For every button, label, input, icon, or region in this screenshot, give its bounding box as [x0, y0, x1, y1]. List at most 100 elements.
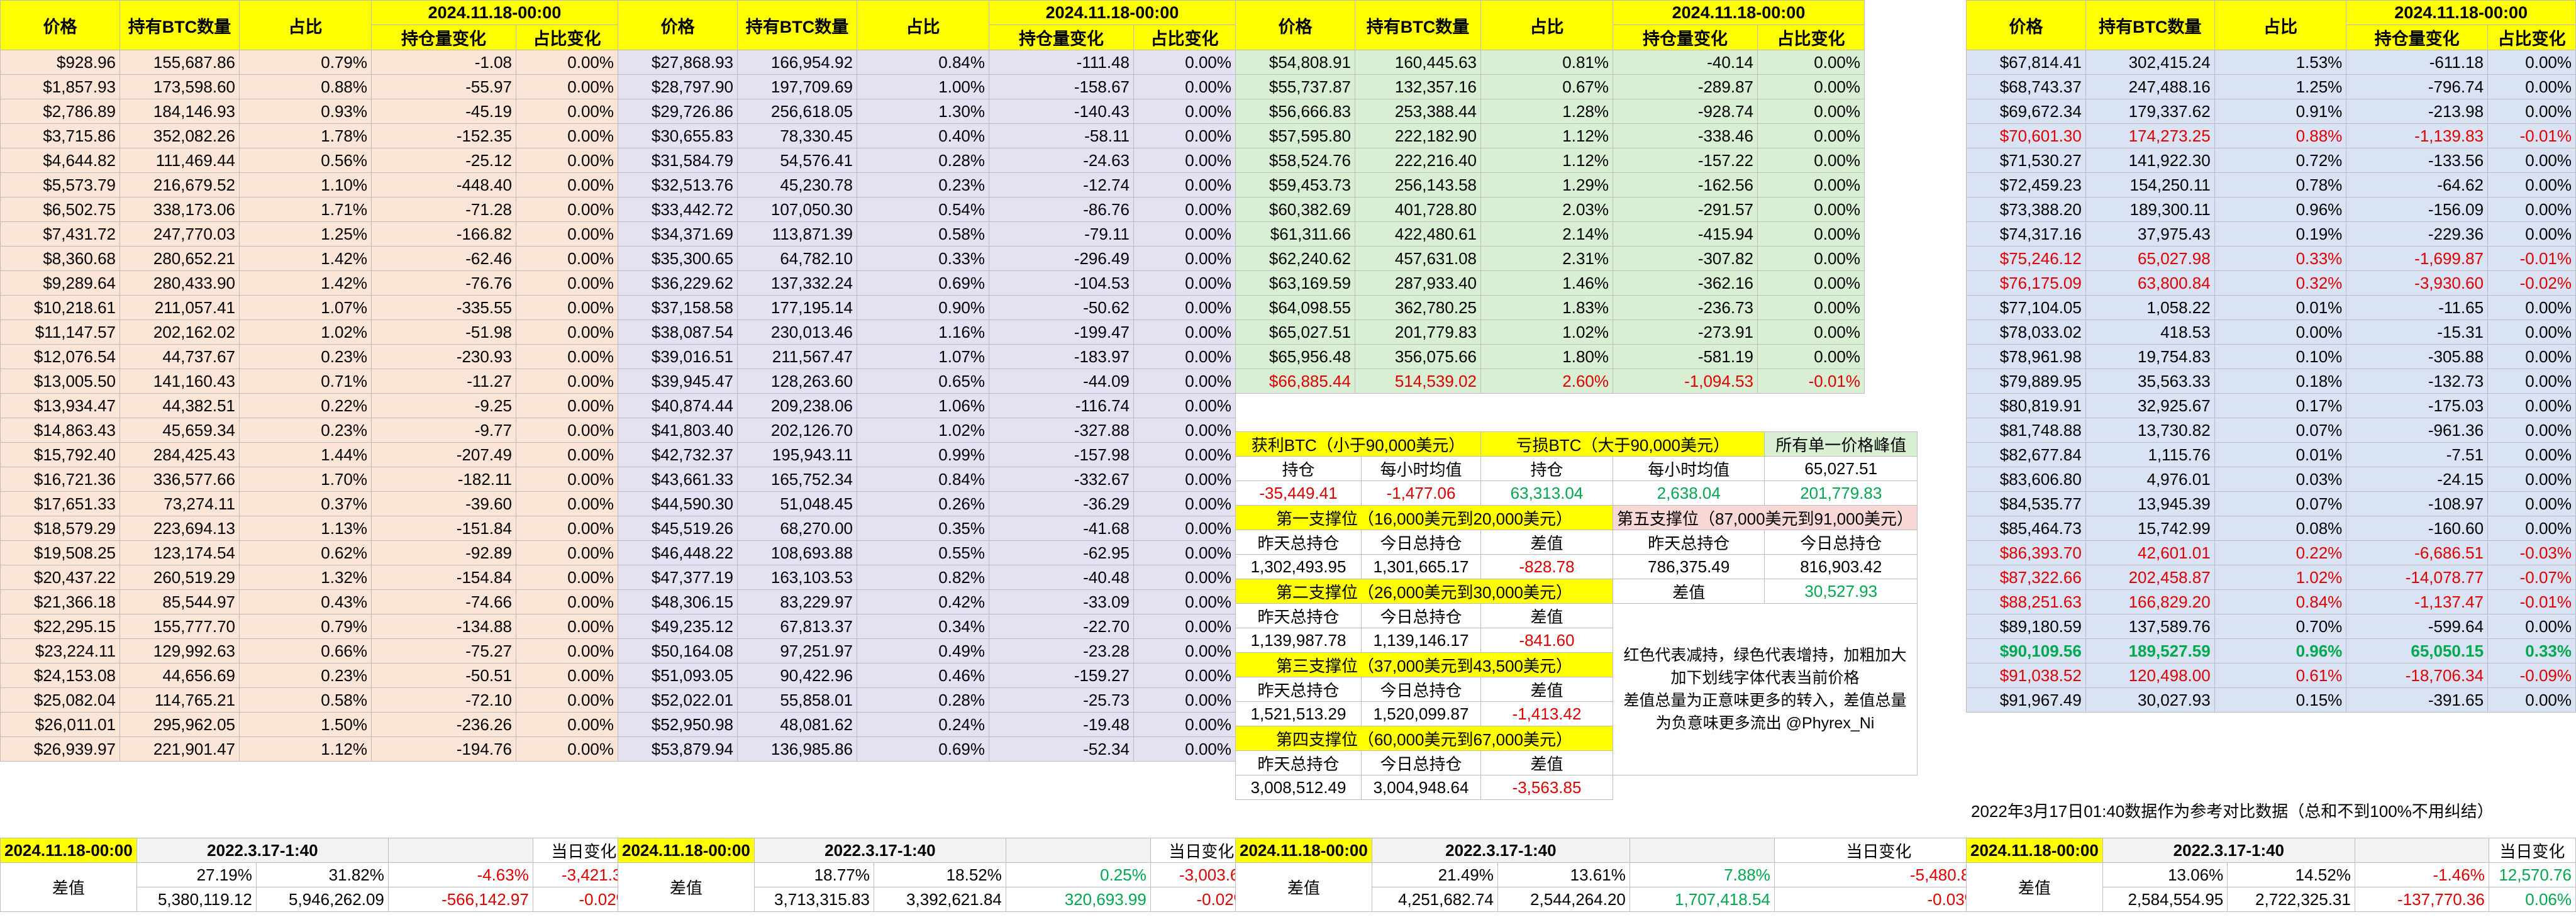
- s3-yday-label: 昨天总持仓: [1235, 677, 1362, 702]
- ratio-cell: 0.99%: [857, 442, 989, 467]
- ratio-change-cell: 0.00%: [516, 712, 618, 737]
- table-row: $86,393.70 42,601.01 0.22% -6,686.51 -0.03%: [1966, 540, 2576, 565]
- ratio-cell: 0.70%: [2214, 614, 2347, 639]
- table-row: $31,584.79 54,576.41 0.28% -24.63 0.00%: [618, 148, 1236, 173]
- position-change-cell: -599.64: [2346, 614, 2489, 639]
- price-cell: $55,737.87: [1235, 74, 1355, 99]
- table-row: $67,814.41 302,415.24 1.53% -611.18 0.00%: [1966, 50, 2576, 75]
- summary-ref-date: 2022.3.17-1:40: [136, 838, 389, 863]
- summary-date: 2024.11.18-00:00: [1966, 838, 2103, 863]
- summary-table: 2024.11.18-00:00 2022.3.17-1:40 当日变化 差值 13.0…: [1966, 838, 2576, 912]
- ratio-cell: 0.10%: [2214, 344, 2347, 369]
- price-cell: $65,956.48: [1235, 344, 1355, 369]
- holding-cell: 108,693.88: [737, 540, 857, 565]
- position-change-cell: -9.25: [371, 393, 516, 418]
- profit-hourly-label: 每小时均值: [1361, 456, 1481, 481]
- holding-cell: 54,576.41: [737, 148, 857, 173]
- ratio-change-cell: 0.00%: [516, 123, 618, 148]
- ratio-cell: 0.84%: [2214, 589, 2347, 614]
- price-cell: $74,317.16: [1966, 221, 2086, 247]
- summary-total-diff: 320,693.99: [1005, 887, 1151, 912]
- holding-cell: 189,300.11: [2085, 197, 2215, 222]
- holding-cell: 189,527.59: [2085, 638, 2215, 664]
- table-row: $10,218.61 211,057.41 1.07% -335.55 0.00%: [0, 295, 618, 320]
- table-row: $91,038.52 120,498.00 0.61% -18,706.34 -0.09…: [1966, 663, 2576, 688]
- price-cell: $48,306.15: [618, 589, 738, 614]
- table-row: $54,808.91 160,445.63 0.81% -40.14 0.00%: [1235, 50, 1865, 75]
- holding-cell: 177,195.14: [737, 295, 857, 320]
- table-row: $55,737.87 132,357.16 0.67% -289.87 0.00%: [1235, 74, 1865, 99]
- holding-cell: 141,922.30: [2085, 148, 2215, 173]
- s5-yday: 786,375.49: [1612, 554, 1765, 579]
- holding-cell: 107,050.30: [737, 197, 857, 222]
- ratio-cell: 0.79%: [239, 50, 372, 75]
- holding-cell: 63,800.84: [2085, 270, 2215, 296]
- price-cell: $7,431.72: [0, 221, 120, 247]
- position-change-cell: -448.40: [371, 172, 516, 197]
- table-row: $14,863.43 45,659.34 0.23% -9.77 0.00%: [0, 418, 618, 443]
- ratio-cell: 0.18%: [2214, 369, 2347, 394]
- price-cell: $66,885.44: [1235, 369, 1355, 394]
- price-cell: $88,251.63: [1966, 589, 2086, 614]
- holding-cell: 45,659.34: [119, 418, 240, 443]
- holding-cell: 78,330.45: [737, 123, 857, 148]
- header-price: 价格: [618, 0, 738, 50]
- position-change-cell: -11.27: [371, 369, 516, 394]
- position-change-cell: -415.94: [1613, 221, 1758, 247]
- holding-cell: 155,687.86: [119, 50, 240, 75]
- summary-ratio-ref: 13.61%: [1497, 862, 1630, 887]
- holding-cell: 132,357.16: [1355, 74, 1481, 99]
- position-change-cell: -23.28: [989, 638, 1134, 664]
- holding-cell: 65,027.98: [2085, 246, 2215, 271]
- header-holding: 持有BTC数量: [119, 0, 240, 50]
- position-change-cell: -157.22: [1613, 148, 1758, 173]
- ratio-cell: 0.78%: [2214, 172, 2347, 197]
- position-change-cell: -332.67: [989, 467, 1134, 492]
- position-change-cell: -3,930.60: [2346, 270, 2489, 296]
- ratio-change-cell: 0.00%: [1133, 491, 1236, 516]
- header-price: 价格: [1235, 0, 1355, 50]
- holding-cell: 30,027.93: [2085, 687, 2215, 713]
- ratio-change-cell: 0.00%: [516, 540, 618, 565]
- ratio-cell: 1.78%: [239, 123, 372, 148]
- position-change-cell: -116.74: [989, 393, 1134, 418]
- position-change-cell: -24.63: [989, 148, 1134, 173]
- holding-cell: 302,415.24: [2085, 50, 2215, 75]
- table-row: $66,885.44 514,539.02 2.60% -1,094.53 -0.01%: [1235, 369, 1865, 394]
- position-change-cell: -159.27: [989, 663, 1134, 688]
- table-row: $12,076.54 44,737.67 0.23% -230.93 0.00%: [0, 344, 618, 369]
- position-change-cell: -133.56: [2346, 148, 2489, 173]
- holding-cell: 197,709.69: [737, 74, 857, 99]
- position-change-cell: -928.74: [1613, 99, 1758, 124]
- ratio-change-cell: 0.00%: [1133, 442, 1236, 467]
- holding-cell: 44,382.51: [119, 393, 240, 418]
- ratio-cell: 0.28%: [857, 148, 989, 173]
- position-change-cell: -40.48: [989, 565, 1134, 590]
- table-row: $71,530.27 141,922.30 0.72% -133.56 0.00%: [1966, 148, 2576, 173]
- price-group-4: 价格 持有BTC数量 占比 2024.11.18-00:00 持仓量变化 占比变化 $67,…: [1966, 0, 2576, 713]
- holding-cell: 295,962.05: [119, 712, 240, 737]
- ratio-cell: 1.00%: [857, 74, 989, 99]
- table-row: $7,431.72 247,770.03 1.25% -166.82 0.00%: [0, 221, 618, 247]
- ratio-change-cell: 0.00%: [1133, 123, 1236, 148]
- price-cell: $43,661.33: [618, 467, 738, 492]
- ratio-cell: 0.07%: [2214, 491, 2347, 516]
- legend-line: 加下划线字体代表当前价格: [1670, 669, 1860, 687]
- header-holding: 持有BTC数量: [1355, 0, 1481, 50]
- header-ratio-change: 占比变化: [1757, 25, 1865, 50]
- loss-hourly-label: 每小时均值: [1612, 456, 1765, 481]
- ratio-change-cell: 0.00%: [1133, 393, 1236, 418]
- peak-qty: 201,779.83: [1764, 480, 1918, 506]
- summary-day-change: 当日变化: [1774, 838, 1984, 863]
- ratio-change-cell: 0.00%: [516, 491, 618, 516]
- table-row: $73,388.20 189,300.11 0.96% -156.09 0.00%: [1966, 197, 2576, 222]
- position-change-cell: -111.48: [989, 50, 1134, 75]
- table-row: $87,322.66 202,458.87 1.02% -14,078.77 -0.07…: [1966, 565, 2576, 590]
- summary-ratio-now: 27.19%: [136, 862, 257, 887]
- position-change-cell: -75.27: [371, 638, 516, 664]
- holding-cell: 55,858.01: [737, 687, 857, 713]
- table-row: $42,732.37 195,943.11 0.99% -157.98 0.00%: [618, 442, 1236, 467]
- table-row: $1,857.93 173,598.60 0.88% -55.97 0.00%: [0, 74, 618, 99]
- position-change-cell: -296.49: [989, 246, 1134, 271]
- holding-cell: 64,782.10: [737, 246, 857, 271]
